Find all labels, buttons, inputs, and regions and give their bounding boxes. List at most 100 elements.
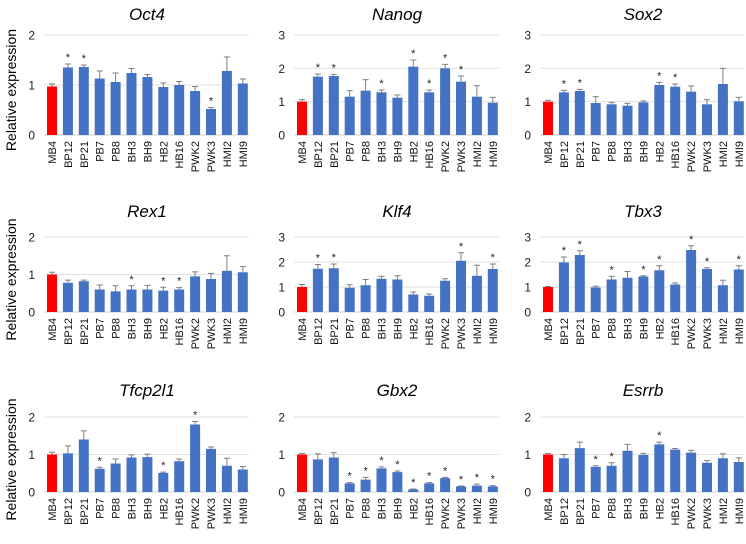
x-tick-label: HMI2 [718, 318, 730, 344]
y-tick-label: 1 [524, 281, 531, 295]
bar-klf4-bp21 [328, 268, 339, 312]
y-tick-label: 2 [278, 256, 285, 270]
y-tick-label: 0 [278, 306, 285, 320]
y-tick-label: 1 [28, 448, 35, 462]
bar-gbx2-mb4 [297, 454, 307, 492]
y-tick-label: 0 [278, 129, 285, 143]
x-tick-label: MB4 [297, 498, 309, 521]
x-tick-label: PWK3 [702, 141, 714, 172]
x-tick-label: PWK2 [440, 141, 452, 172]
bar-oct4-hb16 [174, 85, 185, 135]
bar-esrrb-bp21 [574, 448, 585, 492]
bar-nanog-bp12 [312, 76, 323, 135]
x-tick-label: HB16 [174, 498, 186, 526]
bar-klf4-hmi9 [487, 269, 498, 312]
y-tick-label: 0 [524, 129, 531, 143]
y-tick-label: 0 [278, 486, 285, 500]
x-tick-label: PB7 [95, 141, 107, 162]
bar-tbx3-bh9 [638, 276, 649, 312]
panel-title-tbx3: Tbx3 [624, 202, 662, 221]
x-tick-label: BP12 [559, 318, 571, 345]
x-tick-label: HMI2 [718, 141, 730, 167]
y-tick-label: 0 [524, 486, 531, 500]
bar-tfcp2l1-hmi9 [237, 469, 248, 492]
significance-marker: * [459, 241, 464, 253]
significance-marker: * [379, 78, 384, 90]
bar-klf4-bp12 [312, 268, 323, 312]
significance-marker: * [177, 276, 182, 288]
bar-klf4-pb8 [360, 285, 371, 312]
bar-rex1-hb2 [158, 290, 169, 312]
bar-klf4-hmi2 [471, 275, 482, 312]
y-tick-label: 3 [278, 231, 285, 245]
significance-marker: * [129, 274, 134, 286]
significance-marker: * [705, 256, 710, 268]
bar-tbx3-bp12 [558, 262, 569, 312]
bar-rex1-mb4 [47, 274, 57, 312]
x-tick-label: PB8 [607, 141, 619, 162]
x-tick-label: PWK3 [206, 318, 218, 349]
x-tick-label: BP12 [63, 318, 75, 345]
bar-rex1-hb16 [174, 289, 185, 312]
x-tick-label: BP21 [329, 141, 341, 168]
significance-marker: * [443, 52, 448, 64]
y-tick-label: 0 [28, 486, 35, 500]
bar-tfcp2l1-pb7 [94, 468, 105, 492]
significance-marker: * [66, 52, 71, 64]
bar-rex1-bh9 [142, 289, 153, 312]
bar-esrrb-hmi9 [733, 462, 744, 492]
bar-sox2-mb4 [543, 101, 553, 135]
y-tick-label: 1 [524, 95, 531, 109]
x-tick-label: PWK2 [686, 318, 698, 349]
significance-marker: * [594, 454, 599, 466]
x-tick-label: PB7 [591, 318, 603, 339]
x-tick-label: BP21 [329, 498, 341, 525]
bar-gbx2-pwk3 [456, 486, 466, 492]
y-tick-label: 2 [28, 231, 35, 245]
panel-title-nanog: Nanog [372, 5, 423, 24]
x-tick-label: PWK3 [456, 498, 468, 529]
x-tick-label: HB2 [408, 141, 420, 162]
x-tick-label: BH3 [623, 318, 635, 339]
bar-esrrb-hb2 [654, 444, 665, 492]
bar-esrrb-pb8 [606, 465, 617, 492]
x-tick-label: HMI9 [734, 318, 746, 344]
significance-marker: * [209, 96, 214, 108]
x-tick-label: PB8 [607, 318, 619, 339]
x-tick-label: PWK3 [702, 498, 714, 529]
bar-rex1-bp12 [62, 282, 73, 312]
x-tick-label: HB2 [654, 141, 666, 162]
bar-gbx2-bh3 [376, 468, 387, 492]
x-tick-label: PWK2 [190, 318, 202, 349]
x-tick-label: HB2 [158, 141, 170, 162]
significance-marker: * [316, 253, 321, 265]
bar-oct4-bp12 [62, 67, 73, 135]
bar-sox2-bh9 [638, 102, 649, 135]
y-tick-label: 3 [524, 29, 531, 43]
bar-oct4-bh9 [142, 77, 153, 135]
x-tick-label: BH9 [142, 141, 154, 162]
y-tick-label: 0 [28, 306, 35, 320]
x-tick-label: PB8 [361, 498, 373, 519]
x-tick-label: BP12 [63, 141, 75, 168]
significance-marker: * [578, 77, 583, 89]
x-tick-label: HMI9 [238, 498, 250, 524]
bar-sox2-hb2 [654, 85, 665, 135]
bar-tbx3-hmi9 [733, 269, 744, 312]
significance-marker: * [411, 48, 416, 60]
bar-nanog-bh9 [392, 97, 403, 135]
x-tick-label: PB7 [95, 498, 107, 519]
x-tick-label: MB4 [47, 141, 59, 164]
x-tick-label: HB2 [654, 498, 666, 519]
significance-marker: * [609, 264, 614, 276]
significance-marker: * [443, 465, 448, 477]
bar-gbx2-hb2 [408, 489, 419, 492]
x-tick-label: HB16 [424, 318, 436, 346]
bar-klf4-bh9 [392, 279, 403, 312]
x-tick-label: HB16 [174, 141, 186, 169]
bar-klf4-pwk2 [440, 280, 451, 312]
panel-title-oct4: Oct4 [129, 5, 165, 24]
significance-marker: * [657, 70, 662, 82]
x-tick-label: HB16 [424, 498, 436, 526]
